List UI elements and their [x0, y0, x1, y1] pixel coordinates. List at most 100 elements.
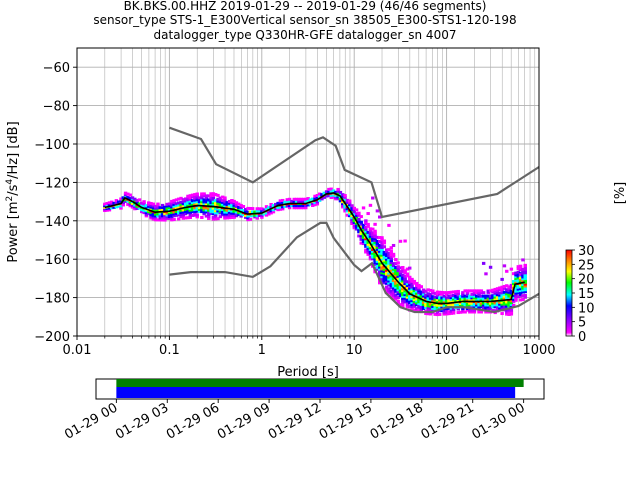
histogram-cell — [387, 265, 391, 269]
histogram-cell — [341, 201, 345, 205]
histogram-cell — [481, 303, 486, 307]
histogram-cell — [507, 292, 511, 296]
histogram-cell — [225, 203, 229, 207]
histogram-cell — [454, 297, 458, 301]
histogram-cell — [412, 303, 417, 307]
histogram-cell — [278, 199, 283, 203]
histogram-cell — [401, 267, 405, 271]
histogram-cell — [493, 291, 497, 295]
histogram-cell — [345, 203, 350, 207]
histogram-cell — [472, 301, 477, 305]
histogram-cell — [391, 263, 396, 267]
histogram-cell — [123, 193, 128, 197]
histogram-cell — [368, 257, 373, 261]
histogram-cell — [488, 301, 493, 305]
histogram-cell — [183, 203, 188, 207]
histogram-cell — [417, 285, 421, 289]
histogram-cell — [248, 206, 253, 210]
histogram-cell — [468, 303, 472, 307]
histogram-cell — [401, 269, 405, 273]
histogram-cell — [211, 210, 216, 214]
histogram-cell — [220, 213, 225, 217]
histogram-cell — [516, 295, 521, 299]
histogram-cell — [200, 215, 204, 219]
histogram-cell — [465, 308, 470, 312]
histogram-cell — [177, 213, 181, 217]
histogram-cell — [352, 210, 356, 214]
histogram-cell — [444, 310, 449, 314]
histogram-cell — [421, 288, 426, 292]
noise-model-nlnm — [169, 221, 539, 314]
histogram-cell — [463, 310, 467, 314]
histogram-cell — [403, 289, 407, 293]
histogram-cell — [366, 222, 370, 226]
histogram-cell — [378, 275, 382, 279]
histogram-cell — [158, 212, 162, 216]
histogram-cell — [417, 309, 421, 313]
histogram-cell — [338, 199, 343, 203]
histogram-cell — [488, 303, 493, 307]
histogram-cell — [183, 207, 188, 211]
histogram-cell — [435, 298, 440, 302]
histogram-cell — [292, 206, 296, 210]
histogram-cell — [218, 198, 223, 202]
x-tick-label: 0.1 — [159, 343, 180, 358]
histogram-cell — [451, 297, 456, 301]
histogram-cell — [424, 301, 428, 305]
histogram-cell — [364, 225, 368, 229]
histogram-cell — [130, 203, 135, 207]
histogram-cell — [380, 267, 384, 271]
histogram-cell — [347, 212, 352, 216]
histogram-cell — [495, 305, 500, 309]
histogram-cell — [301, 199, 306, 203]
histogram-cell — [458, 294, 463, 298]
histogram-cell — [414, 303, 419, 307]
histogram-cell — [403, 282, 407, 286]
noise-models — [169, 126, 539, 314]
histogram-cell — [315, 200, 320, 204]
histogram-cell — [151, 206, 156, 210]
histogram-cell — [389, 262, 393, 266]
histogram-cell — [394, 281, 398, 285]
histogram-cell — [401, 281, 405, 285]
histogram-cell — [160, 203, 165, 207]
histogram-cell — [304, 206, 308, 210]
histogram-cell — [412, 301, 417, 305]
histogram-cell — [239, 208, 243, 212]
histogram-cell — [202, 206, 206, 210]
histogram-cell — [396, 284, 400, 288]
histogram-cell — [421, 302, 426, 306]
histogram-cell — [234, 206, 239, 210]
histogram-cell — [391, 267, 396, 271]
histogram-cell — [352, 212, 356, 216]
histogram-cell — [382, 245, 387, 249]
histogram-cell — [498, 300, 502, 304]
histogram-cell — [239, 212, 243, 216]
histogram-cell — [456, 293, 460, 297]
histogram-cell — [292, 204, 296, 208]
histogram-cell — [209, 192, 213, 196]
histogram-cell — [475, 294, 479, 298]
histogram-cell — [195, 200, 199, 204]
histogram-cell — [364, 237, 368, 241]
histogram-cell — [523, 290, 527, 294]
histogram-cell — [230, 209, 234, 213]
histogram-cell — [502, 286, 507, 290]
histogram-cell — [227, 203, 232, 207]
histogram-cell — [500, 304, 504, 308]
histogram-cell — [403, 285, 407, 289]
histogram-cell — [486, 305, 490, 309]
histogram-cell — [368, 246, 373, 250]
histogram-cell — [523, 276, 527, 280]
histogram-cell — [181, 212, 186, 216]
histogram-cell — [244, 215, 248, 219]
histogram-cell — [509, 267, 514, 271]
histogram-cell — [389, 264, 393, 268]
histogram-cell — [442, 303, 447, 307]
histogram-cell — [237, 202, 241, 206]
histogram-cell — [204, 194, 209, 198]
histogram-cell — [424, 303, 428, 307]
histogram-cell — [373, 248, 377, 252]
histogram-cell — [417, 292, 421, 296]
